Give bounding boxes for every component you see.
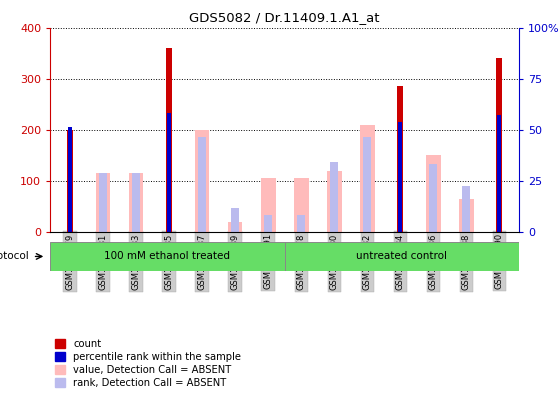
Bar	[198, 137, 206, 232]
Bar	[496, 58, 502, 232]
Bar	[261, 178, 276, 232]
Bar	[195, 130, 209, 232]
Bar	[132, 173, 140, 232]
Bar	[95, 173, 110, 232]
Bar	[167, 113, 171, 232]
Bar	[397, 86, 403, 232]
Bar	[398, 122, 402, 232]
Bar	[166, 48, 172, 232]
Bar	[99, 173, 107, 232]
Bar	[285, 242, 519, 271]
Bar	[330, 162, 338, 232]
Bar	[326, 171, 341, 232]
Text: untreated control: untreated control	[356, 252, 448, 261]
Bar	[498, 116, 501, 232]
Text: protocol: protocol	[0, 252, 29, 261]
Bar	[426, 155, 441, 232]
Bar	[459, 198, 474, 232]
Bar	[297, 215, 305, 232]
Bar	[67, 130, 73, 232]
Bar	[363, 137, 371, 232]
Title: GDS5082 / Dr.11409.1.A1_at: GDS5082 / Dr.11409.1.A1_at	[189, 11, 380, 24]
Bar	[228, 222, 243, 232]
Bar	[69, 127, 71, 232]
Bar	[264, 215, 272, 232]
Bar	[50, 242, 285, 271]
Bar	[429, 164, 437, 232]
Legend: count, percentile rank within the sample, value, Detection Call = ABSENT, rank, : count, percentile rank within the sample…	[55, 339, 241, 388]
Bar	[294, 178, 309, 232]
Bar	[462, 186, 470, 232]
Bar	[231, 208, 239, 232]
Text: 100 mM ethanol treated: 100 mM ethanol treated	[104, 252, 230, 261]
Bar	[360, 125, 374, 232]
Bar	[128, 173, 143, 232]
